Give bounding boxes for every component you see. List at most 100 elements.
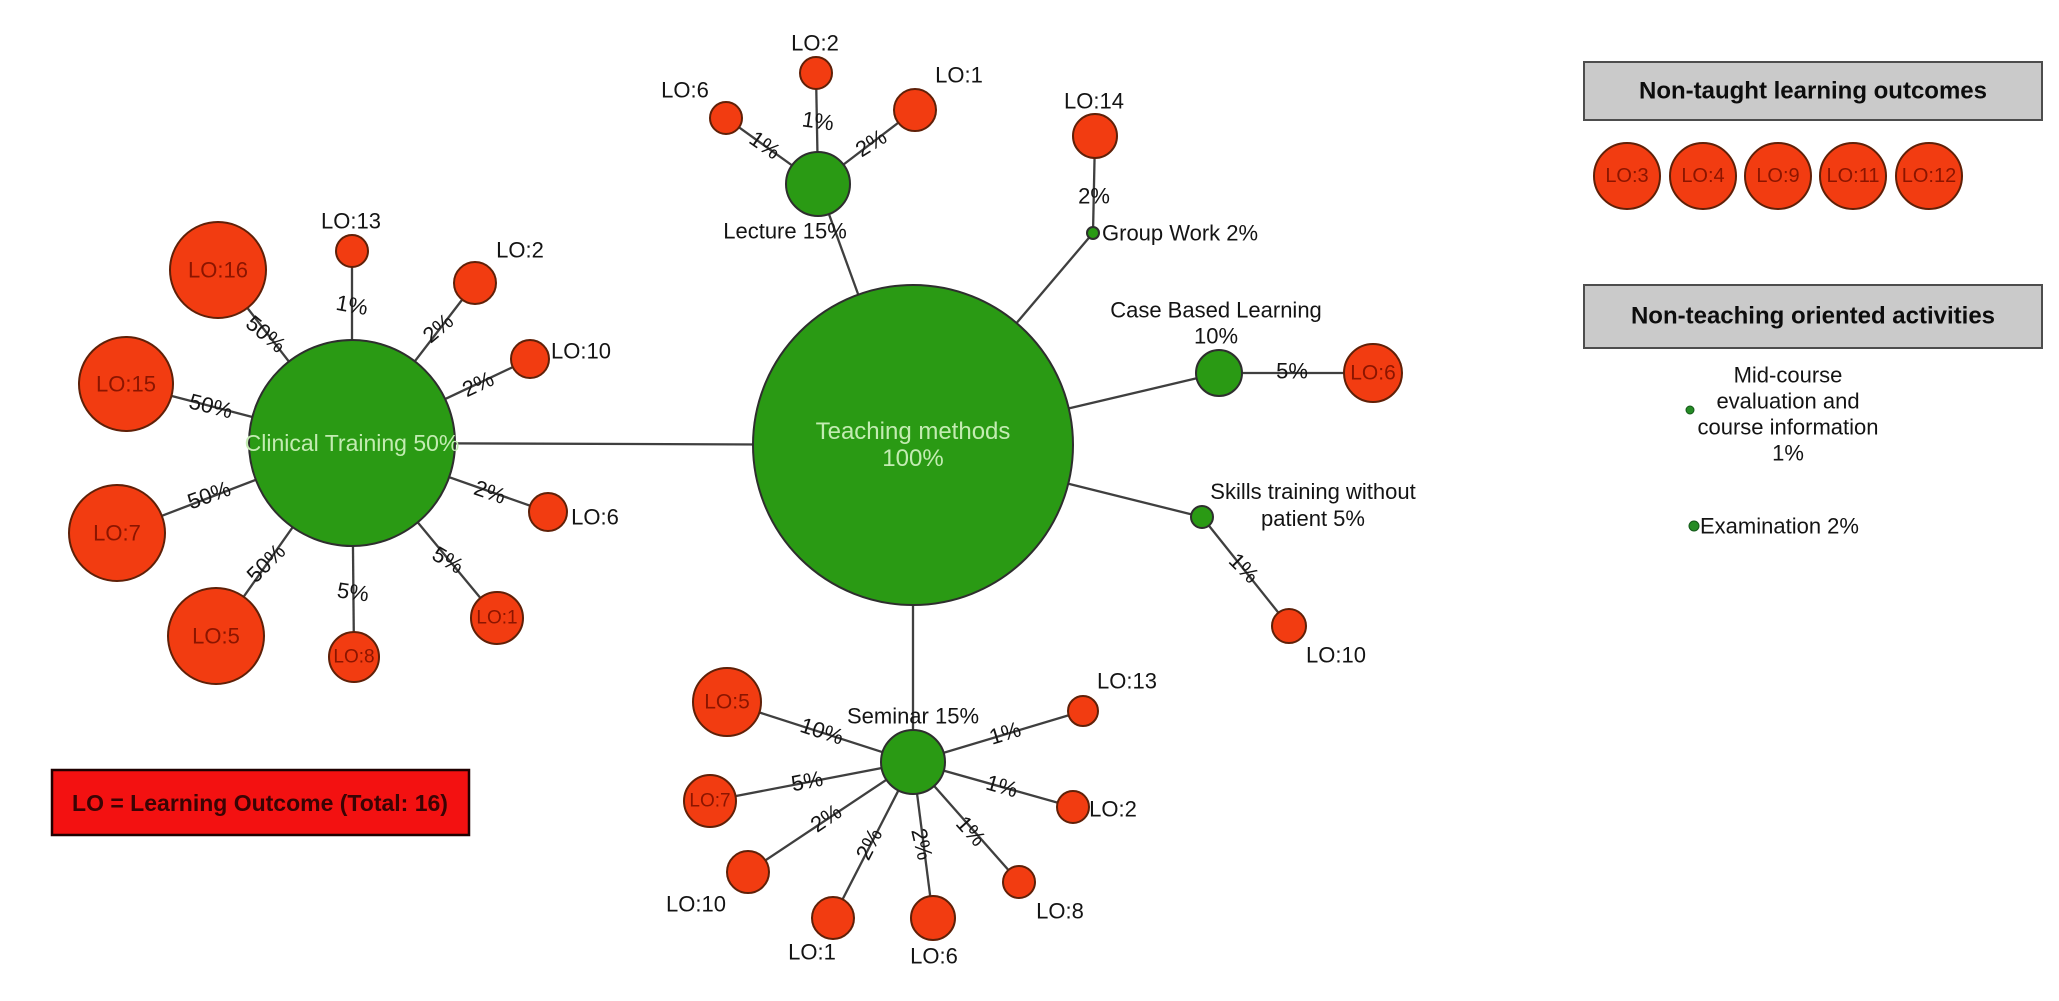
label-sem-LO1: LO:1 bbox=[788, 940, 836, 965]
edge-label-lecture-lec-LO6: 1% bbox=[745, 126, 785, 165]
label-skills: patient 5% bbox=[1261, 506, 1365, 531]
label-cbl: Case Based Learning bbox=[1110, 298, 1322, 323]
edge-label-clinical-cl-LO6: 2% bbox=[471, 475, 509, 509]
edge-label-seminar-sem-LO1: 2% bbox=[851, 824, 888, 864]
node-teaching bbox=[752, 284, 1074, 606]
edge-seminar-sem-LO10 bbox=[747, 761, 914, 873]
midcourse-line-2: evaluation and bbox=[1716, 389, 1859, 414]
node-leg-LO4 bbox=[1669, 142, 1737, 210]
node-sem-LO8 bbox=[1002, 865, 1036, 899]
label-sem-LO5: LO:5 bbox=[704, 691, 750, 714]
legend-non-taught-title: Non-taught learning outcomes bbox=[1639, 78, 1987, 105]
edge-label-seminar-sem-LO13: 1% bbox=[986, 716, 1024, 749]
label-lec-LO1: LO:1 bbox=[935, 63, 983, 88]
edge-seminar-sem-LO7 bbox=[709, 760, 914, 803]
label-leg-LO9: LO:9 bbox=[1756, 165, 1799, 187]
node-skills bbox=[1190, 505, 1214, 529]
edge-label-clinical-cl-LO10: 2% bbox=[458, 366, 497, 402]
label-leg-LO12: LO:12 bbox=[1902, 165, 1956, 187]
edge-label-lecture-lec-LO1: 2% bbox=[851, 124, 891, 162]
edge-label-seminar-sem-LO2: 1% bbox=[983, 770, 1020, 803]
edge-label-clinical-cl-LO1: 5% bbox=[428, 541, 468, 579]
node-sem-LO6 bbox=[910, 895, 956, 941]
node-leg-LO12 bbox=[1895, 142, 1963, 210]
label-cl-LO7: LO:7 bbox=[93, 521, 141, 546]
label-leg-LO3: LO:3 bbox=[1605, 165, 1648, 187]
node-sem-LO5 bbox=[692, 667, 762, 737]
label-lec-LO6: LO:6 bbox=[661, 78, 709, 103]
edge-label-gw-gw-LO14: 2% bbox=[1078, 184, 1110, 209]
label-cl-LO1: LO:1 bbox=[476, 608, 517, 629]
edge-label-skills-skills-LO10: 1% bbox=[1224, 548, 1264, 588]
node-lecture bbox=[785, 151, 851, 217]
node-cl-LO1 bbox=[470, 591, 524, 645]
edge-label-seminar-sem-LO6: 2% bbox=[906, 826, 938, 863]
legend-non-teaching-box bbox=[1583, 284, 2043, 349]
edge-label-cbl-cbl-LO6: 5% bbox=[1276, 359, 1308, 384]
node-sem-LO2 bbox=[1056, 790, 1090, 824]
label-sem-LO2: LO:2 bbox=[1089, 797, 1137, 822]
node-cl-LO15 bbox=[78, 336, 174, 432]
midcourse-line-1: Mid-course bbox=[1734, 363, 1843, 388]
label-sem-LO6: LO:6 bbox=[910, 944, 958, 969]
examination-label: Examination 2% bbox=[1700, 514, 1859, 539]
label-sem-LO10: LO:10 bbox=[666, 892, 726, 917]
edge-label-clinical-cl-LO13: 1% bbox=[334, 290, 370, 320]
node-clinical bbox=[248, 339, 456, 547]
node-lec-LO2 bbox=[799, 56, 833, 90]
label-clinical: Clinical Training 50% bbox=[245, 430, 460, 456]
edge-label-clinical-cl-LO15: 50% bbox=[187, 389, 236, 424]
label-gw-LO14: LO:14 bbox=[1064, 89, 1124, 114]
node-cl-LO7 bbox=[68, 484, 166, 582]
label-leg-LO4: LO:4 bbox=[1681, 165, 1724, 187]
node-sem-LO10 bbox=[726, 850, 770, 894]
label-cl-LO5: LO:5 bbox=[192, 624, 240, 649]
edge-label-seminar-sem-LO10: 2% bbox=[806, 799, 846, 838]
node-leg-LO3 bbox=[1593, 142, 1661, 210]
label-seminar: Seminar 15% bbox=[847, 704, 979, 729]
legend-non-teaching-title: Non-teaching oriented activities bbox=[1631, 303, 1995, 330]
label-sem-LO8: LO:8 bbox=[1036, 899, 1084, 924]
node-leg-LO9 bbox=[1744, 142, 1812, 210]
lo-note-label: LO = Learning Outcome (Total: 16) bbox=[72, 790, 448, 816]
edge-skills-skills-LO10 bbox=[1201, 516, 1290, 627]
label-cl-LO16: LO:16 bbox=[188, 258, 248, 283]
label-cl-LO6: LO:6 bbox=[571, 505, 619, 530]
label-cbl-LO6: LO:6 bbox=[1350, 362, 1396, 385]
node-sem-LO1 bbox=[811, 896, 855, 940]
node-cbl bbox=[1195, 349, 1243, 397]
midcourse-line-4: 1% bbox=[1772, 441, 1804, 466]
label-teaching: Teaching methods bbox=[816, 418, 1011, 445]
node-cl-LO13 bbox=[335, 234, 369, 268]
node-skills-LO10 bbox=[1271, 608, 1307, 644]
node-leg-LO11 bbox=[1819, 142, 1887, 210]
node-seminar bbox=[880, 729, 946, 795]
edge-label-clinical-cl-LO8: 5% bbox=[336, 577, 371, 606]
node-gw bbox=[1086, 226, 1100, 240]
node-cl-LO8 bbox=[328, 631, 380, 683]
edge-label-clinical-cl-LO16: 50% bbox=[241, 310, 291, 357]
node-cl-LO16 bbox=[169, 221, 267, 319]
label-skills-LO10: LO:10 bbox=[1306, 643, 1366, 668]
node-sem-LO7 bbox=[683, 774, 737, 828]
legend-non-taught-box bbox=[1583, 61, 2043, 121]
edge-label-seminar-sem-LO7: 5% bbox=[789, 766, 825, 797]
lo-note-box bbox=[50, 768, 471, 837]
node-cl-LO6 bbox=[528, 492, 568, 532]
node-lec-LO6 bbox=[709, 101, 743, 135]
edge-label-seminar-sem-LO5: 10% bbox=[797, 712, 847, 749]
label-lec-LO2: LO:2 bbox=[791, 31, 839, 56]
node-gw-LO14 bbox=[1072, 113, 1118, 159]
node-sem-LO13 bbox=[1067, 695, 1099, 727]
label-skills: Skills training without bbox=[1210, 479, 1415, 504]
label-sem-LO13: LO:13 bbox=[1097, 669, 1157, 694]
node-cl-LO2 bbox=[453, 261, 497, 305]
node-cl-LO10 bbox=[510, 339, 550, 379]
label-leg-LO11: LO:11 bbox=[1827, 165, 1880, 187]
node-cbl-LO6 bbox=[1343, 343, 1403, 403]
label-cbl: 10% bbox=[1194, 324, 1238, 349]
midcourse-dot-icon bbox=[1685, 405, 1695, 415]
